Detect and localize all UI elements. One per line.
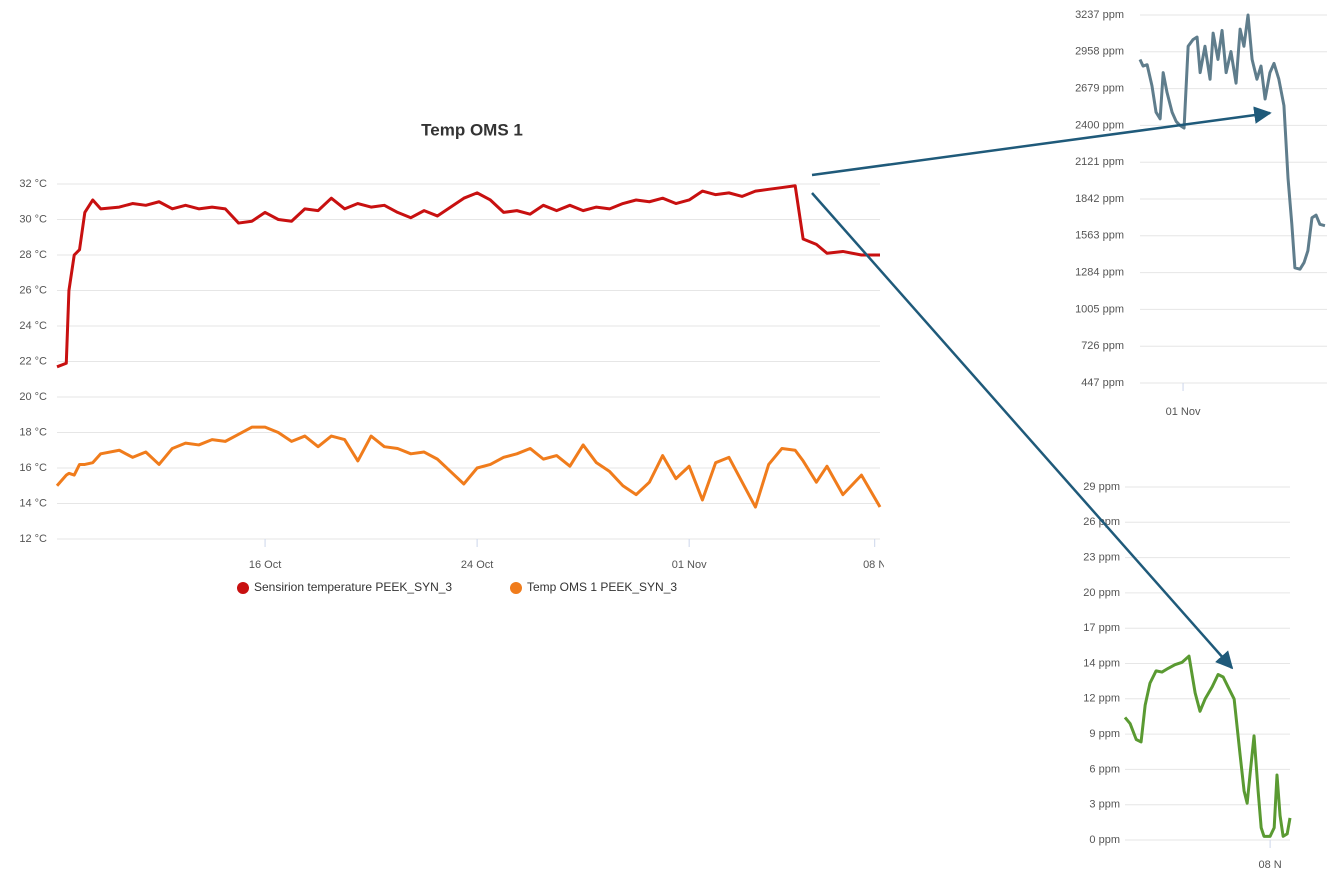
series-line: [56, 184, 880, 369]
y-tick-label: 3237 ppm: [1075, 9, 1124, 21]
y-tick-label: 26 °C: [19, 284, 47, 296]
charts: Temp OMS 1 12 °C 14 °C 16 °C 18 °C 20 °C 22 °C…: [19, 9, 1327, 871]
y-tick-label: 0 ppm: [1089, 834, 1120, 846]
y-tick-label: 20 ppm: [1083, 587, 1120, 599]
y-tick-label: 30 °C: [19, 213, 47, 225]
y-tick-label: 32 °C: [19, 178, 47, 190]
arrow: [811, 106, 1272, 177]
y-tick-label: 2400 ppm: [1075, 119, 1124, 131]
y-tick-label: 6 ppm: [1089, 763, 1120, 775]
y-tick-label: 18 °C: [19, 426, 47, 438]
y-tick-label: 1563 ppm: [1075, 230, 1124, 242]
y-tick-label: 16 °C: [19, 462, 47, 474]
series-line: [55, 425, 882, 509]
series-line: [1123, 654, 1292, 838]
y-tick-label: 28 °C: [19, 249, 47, 261]
y-tick-label: 22 °C: [19, 355, 47, 367]
legend-marker: [510, 582, 522, 594]
legend-label: Sensirion temperature PEEK_SYN_3: [254, 580, 452, 594]
legend-label: Temp OMS 1 PEEK_SYN_3: [527, 580, 677, 594]
y-tick-label: 1284 ppm: [1075, 267, 1124, 279]
y-tick-label: 29 ppm: [1083, 481, 1120, 493]
x-tick-label: 01 Nov: [1166, 406, 1201, 418]
legend-marker: [237, 582, 249, 594]
y-tick-label: 20 °C: [19, 391, 47, 403]
y-tick-label: 2121 ppm: [1075, 156, 1124, 168]
y-tick-label: 23 ppm: [1083, 552, 1120, 564]
x-tick-label: 16 Oct: [249, 559, 281, 571]
y-tick-label: 1005 ppm: [1075, 303, 1124, 315]
chart: 447 ppm 726 ppm 1005 ppm 1284 ppm 1563 ppm 18…: [1075, 9, 1327, 418]
y-tick-label: 9 ppm: [1089, 728, 1120, 740]
x-tick-label: 08 N: [1258, 859, 1281, 871]
y-tick-label: 24 °C: [19, 320, 47, 332]
y-tick-label: 2679 ppm: [1075, 83, 1124, 95]
y-tick-label: 3 ppm: [1089, 799, 1120, 811]
x-tick-label: 08 N: [863, 559, 886, 571]
y-tick-label: 447 ppm: [1081, 377, 1124, 389]
y-tick-label: 12 °C: [19, 533, 47, 545]
y-tick-label: 726 ppm: [1081, 340, 1124, 352]
y-tick-label: 14 ppm: [1083, 657, 1120, 669]
x-tick-label: 01 Nov: [672, 559, 707, 571]
y-tick-label: 12 ppm: [1083, 693, 1120, 705]
y-tick-label: 1842 ppm: [1075, 193, 1124, 205]
chart-title: Temp OMS 1: [421, 120, 523, 139]
x-tick-label: 24 Oct: [461, 559, 493, 571]
series-line: [1138, 13, 1326, 271]
chart: 0 ppm 3 ppm 6 ppm 9 ppm 12 ppm 14 ppm 17 ppm 20…: [1083, 481, 1292, 871]
arrow: [811, 192, 1234, 670]
y-tick-label: 17 ppm: [1083, 622, 1120, 634]
y-tick-label: 2958 ppm: [1075, 46, 1124, 58]
chart: Temp OMS 1 12 °C 14 °C 16 °C 18 °C 20 °C 22 °C…: [19, 120, 886, 594]
y-tick-label: 14 °C: [19, 497, 47, 509]
